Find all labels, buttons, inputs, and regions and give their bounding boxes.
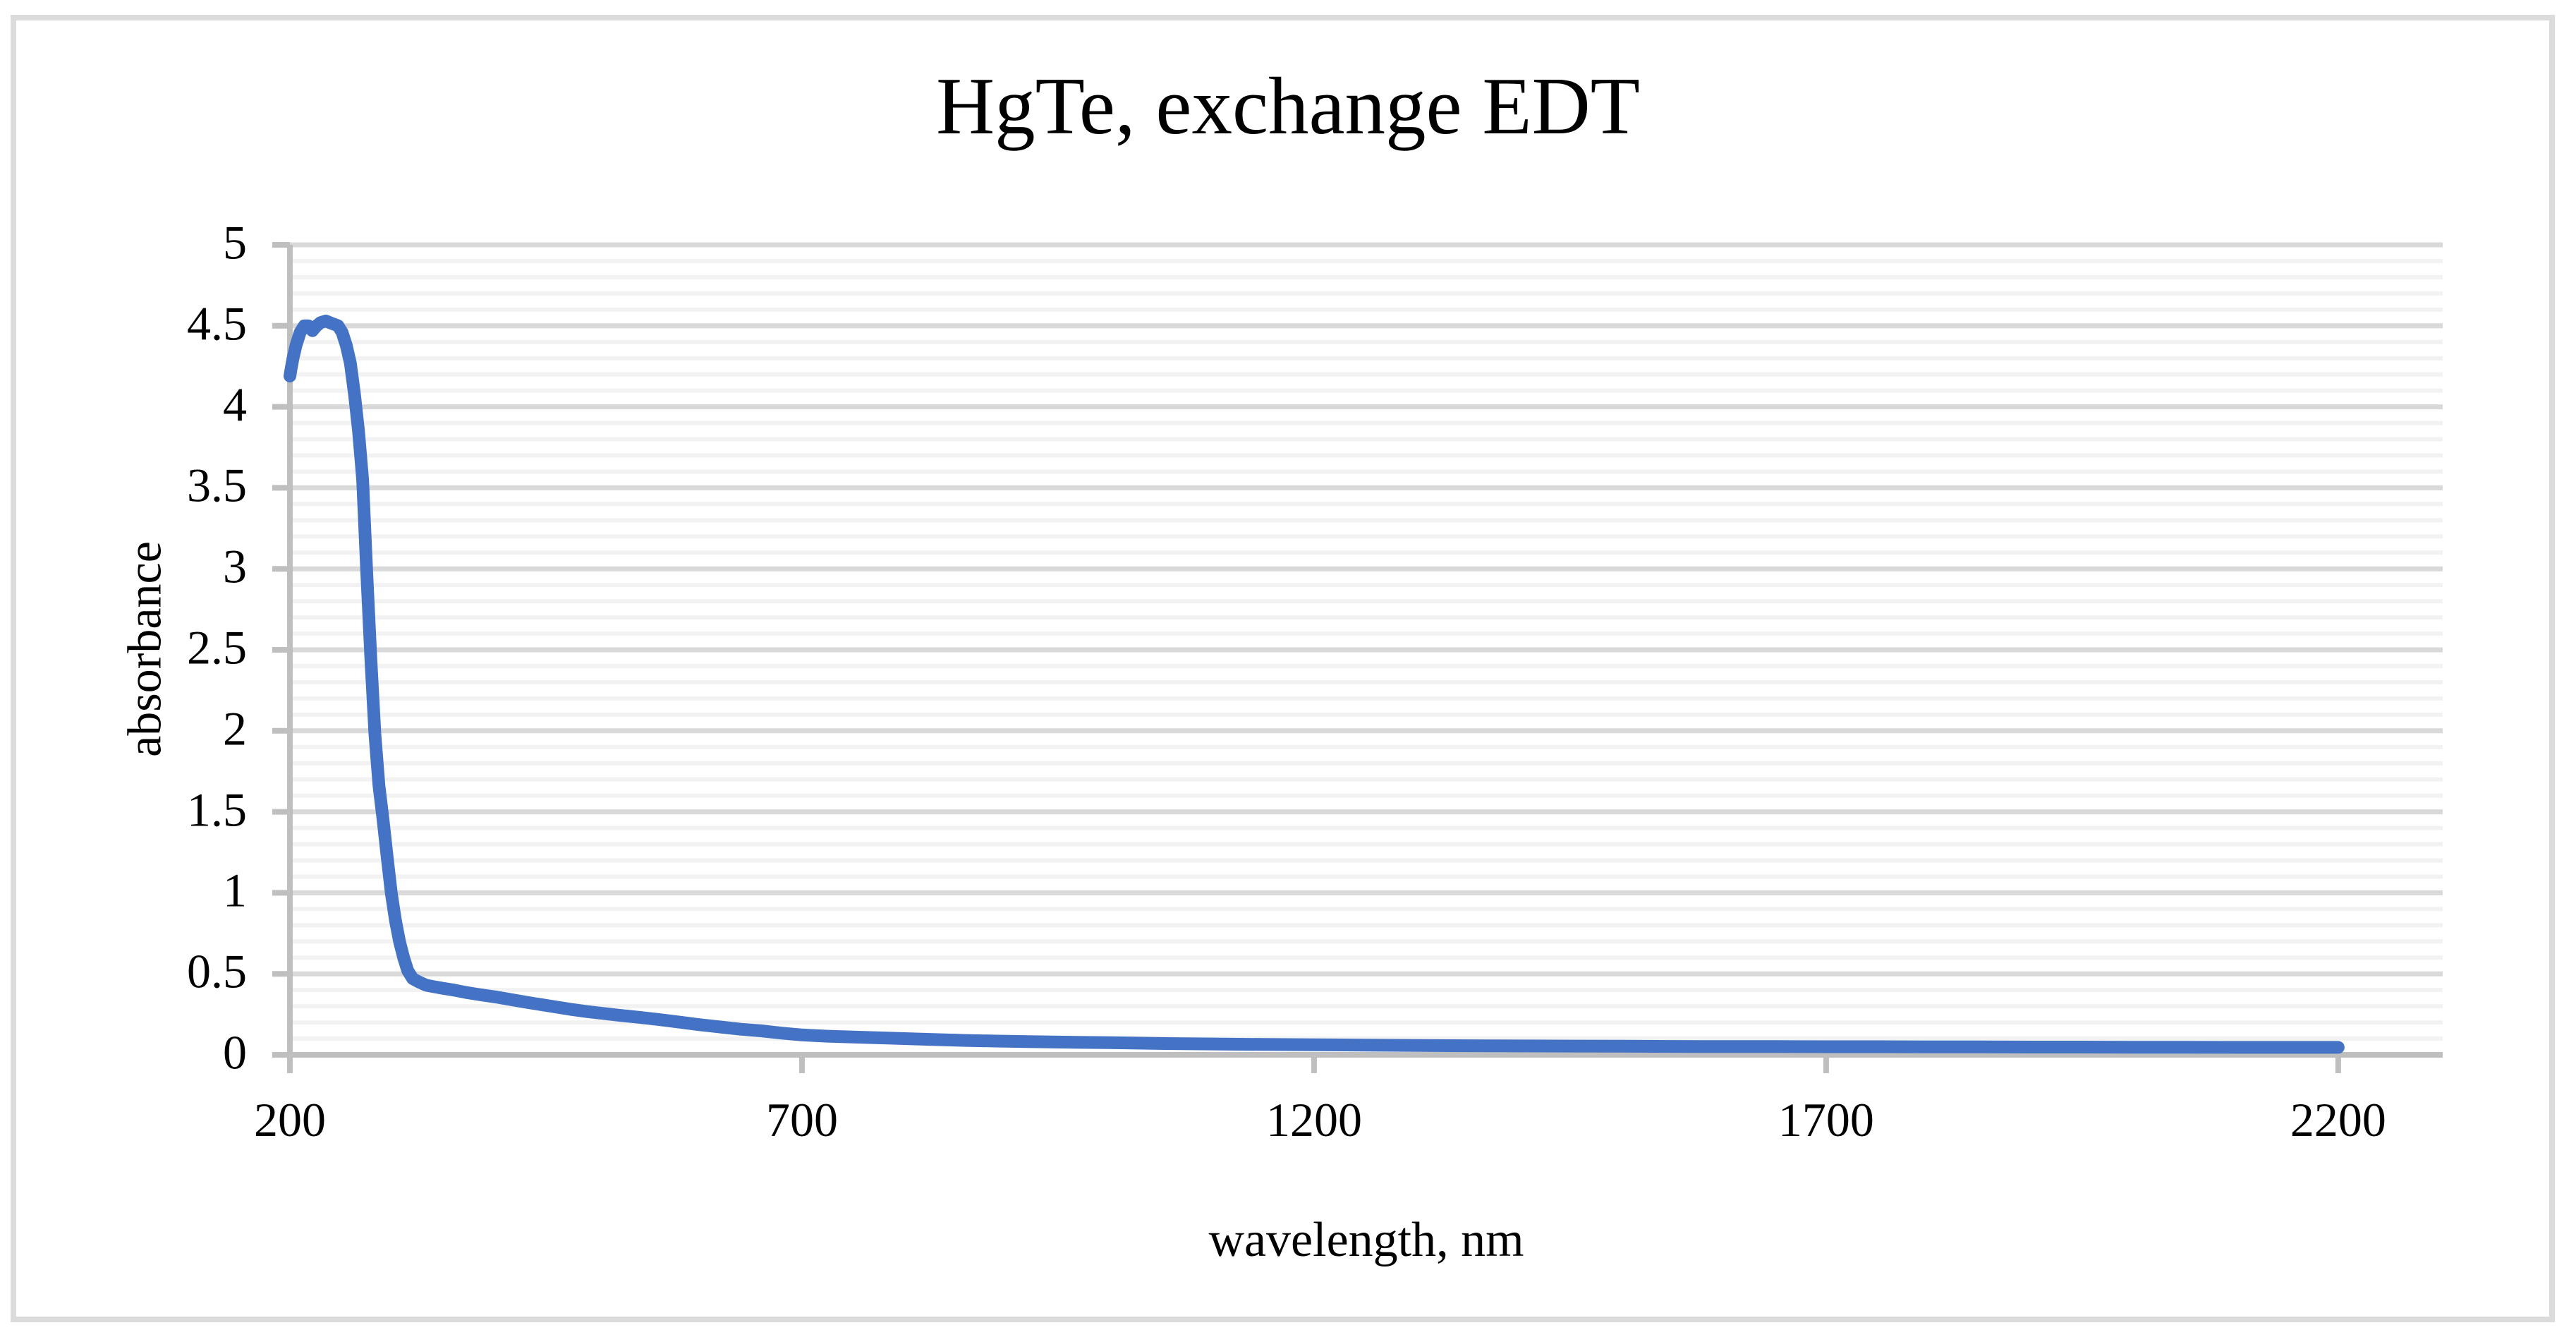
y-tick-label: 2 [223, 701, 247, 756]
chart-frame [11, 15, 2555, 1322]
y-tick-label: 2.5 [187, 620, 247, 675]
y-tick-label: 4.5 [187, 296, 247, 351]
y-tick-label: 3.5 [187, 458, 247, 512]
x-tick-label: 1200 [1265, 1093, 1362, 1147]
y-tick-label: 4 [223, 377, 247, 431]
x-axis-title: wavelength, nm [1208, 1213, 1524, 1267]
y-tick-label: 1 [223, 863, 247, 917]
x-tick-label: 1700 [1778, 1093, 1874, 1147]
absorbance-line [284, 314, 2345, 1054]
y-tick-label: 0 [223, 1025, 247, 1080]
y-tick-label: 3 [223, 539, 247, 593]
y-tick-label: 1.5 [187, 782, 247, 836]
y-tick-label: 0.5 [187, 944, 247, 998]
x-tick-label: 700 [765, 1093, 838, 1147]
y-tick-label: 5 [223, 215, 247, 270]
chart-title: HgTe, exchange EDT [936, 61, 1640, 151]
x-tick-label: 200 [254, 1093, 326, 1147]
x-tick-label: 2200 [2290, 1093, 2386, 1147]
